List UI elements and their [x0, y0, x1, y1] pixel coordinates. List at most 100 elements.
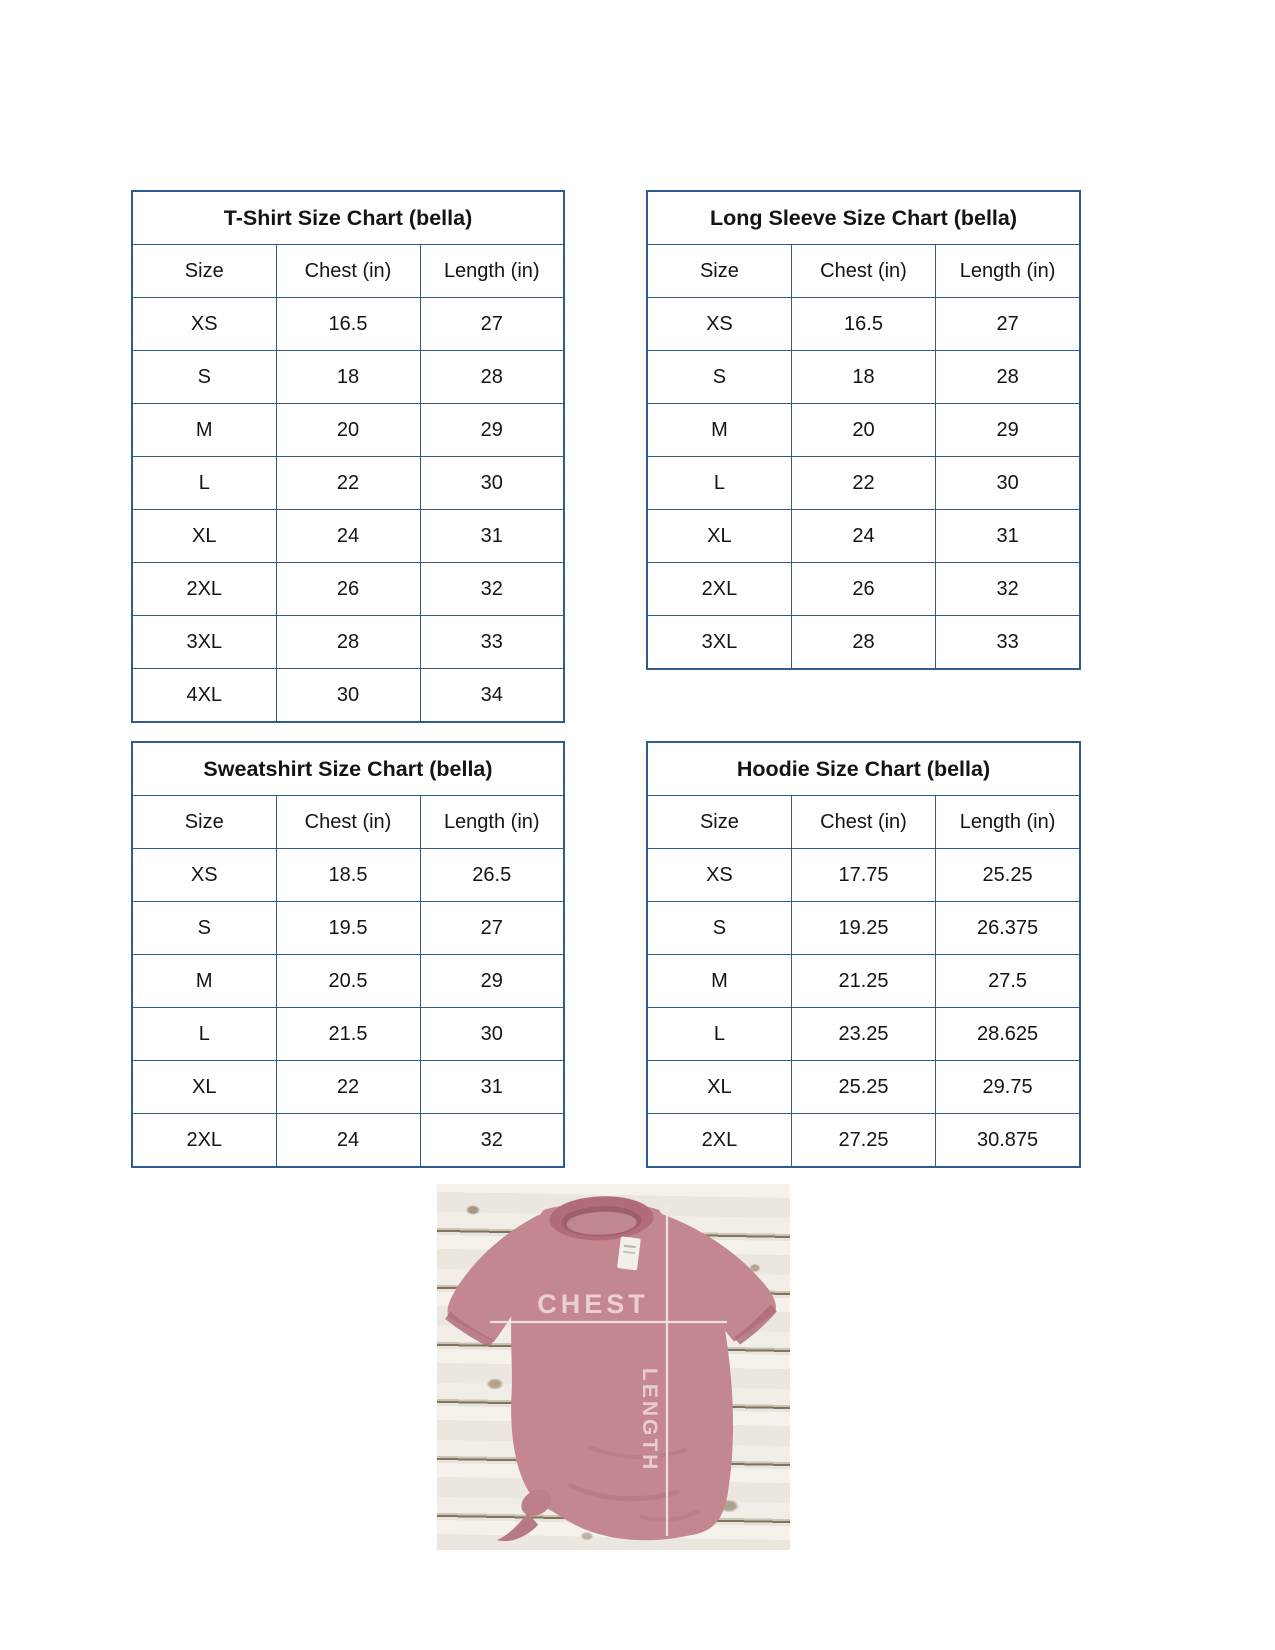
cell: 23.25	[790, 1007, 937, 1061]
cell: M	[646, 954, 792, 1008]
cell: 27.25	[790, 1113, 937, 1168]
table-row: 2XL 24 32	[131, 1113, 565, 1168]
cell: 28	[419, 350, 565, 404]
cell: XS	[131, 848, 277, 902]
hem-knot	[521, 1489, 552, 1516]
cell: 3XL	[646, 615, 792, 670]
cell: 19.5	[275, 901, 421, 955]
hem-knot-tail	[496, 1513, 539, 1542]
left-cuff	[444, 1311, 494, 1348]
cell: 32	[419, 562, 565, 616]
cell: XL	[131, 509, 277, 563]
cell: 18	[275, 350, 421, 404]
cell: 2XL	[131, 1113, 277, 1168]
cell: 31	[419, 509, 565, 563]
title-row: Hoodie Size Chart (bella)	[646, 741, 1081, 796]
column-header: Length (in)	[935, 244, 1081, 298]
cell: 32	[419, 1113, 565, 1168]
table-row: M 20 29	[646, 403, 1081, 457]
cell: 25.25	[790, 1060, 937, 1114]
table-row: L 22 30	[646, 456, 1081, 510]
column-header: Chest (in)	[790, 795, 937, 849]
table-row: XL 24 31	[646, 509, 1081, 563]
cell: 29	[419, 403, 565, 457]
cell: 22	[790, 456, 937, 510]
table-row: 2XL 27.25 30.875	[646, 1113, 1081, 1168]
cell: 2XL	[646, 562, 792, 616]
cell: L	[646, 1007, 792, 1061]
column-header: Size	[646, 244, 792, 298]
table-row: L 21.5 30	[131, 1007, 565, 1061]
cell: 24	[275, 509, 421, 563]
right-sleeve	[657, 1212, 776, 1342]
cell: 20.5	[275, 954, 421, 1008]
column-header: Size	[131, 244, 277, 298]
cell: L	[131, 1007, 277, 1061]
cell: 20	[275, 403, 421, 457]
size-chart-table-sweatshirt: Sweatshirt Size Chart (bella) Size Chest (…	[131, 741, 565, 1168]
right-cuff	[733, 1304, 777, 1345]
cell: 22	[275, 1060, 421, 1114]
table-title: Long Sleeve Size Chart (bella)	[646, 190, 1081, 245]
table-row: S 18 28	[131, 350, 565, 404]
cell: 27	[935, 297, 1081, 351]
title-row: Sweatshirt Size Chart (bella)	[131, 741, 565, 796]
cell: XL	[646, 509, 792, 563]
table-row: 3XL 28 33	[646, 615, 1081, 670]
cell: 30.875	[935, 1113, 1081, 1168]
collar	[549, 1196, 654, 1241]
cell: 28	[790, 615, 937, 670]
cell: 31	[935, 509, 1081, 563]
cell: 28	[275, 615, 421, 669]
table-row: 2XL 26 32	[646, 562, 1081, 616]
cell: 20	[790, 403, 937, 457]
cell: 19.25	[790, 901, 937, 955]
cell: 32	[935, 562, 1081, 616]
cell: 33	[935, 615, 1081, 670]
cell: 28	[935, 350, 1081, 404]
cell: 30	[419, 1007, 565, 1061]
cell: M	[646, 403, 792, 457]
cell: 2XL	[646, 1113, 792, 1168]
cell: 30	[419, 456, 565, 510]
cell: 4XL	[131, 668, 277, 723]
cell: 25.25	[935, 848, 1081, 902]
cell: XL	[646, 1060, 792, 1114]
table-row: S 18 28	[646, 350, 1081, 404]
cell: 2XL	[131, 562, 277, 616]
header-row: Size Chest (in) Length (in)	[131, 244, 565, 298]
column-header: Length (in)	[935, 795, 1081, 849]
table-row: L 23.25 28.625	[646, 1007, 1081, 1061]
table-row: XS 16.5 27	[646, 297, 1081, 351]
cell: 26	[275, 562, 421, 616]
cell: L	[646, 456, 792, 510]
table-row: S 19.5 27	[131, 901, 565, 955]
column-header: Chest (in)	[790, 244, 937, 298]
cell: S	[131, 901, 277, 955]
cell: 30	[275, 668, 421, 723]
table-row: XL 24 31	[131, 509, 565, 563]
table-row: 4XL 30 34	[131, 668, 565, 723]
header-row: Size Chest (in) Length (in)	[646, 795, 1081, 849]
table-title: Sweatshirt Size Chart (bella)	[131, 741, 565, 796]
cell: 29	[419, 954, 565, 1008]
cell: 27.5	[935, 954, 1081, 1008]
cell: 16.5	[275, 297, 421, 351]
cell: 18	[790, 350, 937, 404]
header-row: Size Chest (in) Length (in)	[131, 795, 565, 849]
column-header: Size	[131, 795, 277, 849]
table-row: M 20.5 29	[131, 954, 565, 1008]
cell: S	[646, 350, 792, 404]
cell: XS	[131, 297, 277, 351]
chest-label: CHEST	[537, 1289, 649, 1319]
cell: M	[131, 954, 277, 1008]
cell: 27	[419, 297, 565, 351]
table-row: 2XL 26 32	[131, 562, 565, 616]
size-chart-table-tshirt: T-Shirt Size Chart (bella) Size Chest (in)…	[131, 190, 565, 723]
cell: S	[646, 901, 792, 955]
column-header: Length (in)	[419, 244, 565, 298]
cell: 29	[935, 403, 1081, 457]
cell: 18.5	[275, 848, 421, 902]
cell: 21.25	[790, 954, 937, 1008]
cell: 21.5	[275, 1007, 421, 1061]
